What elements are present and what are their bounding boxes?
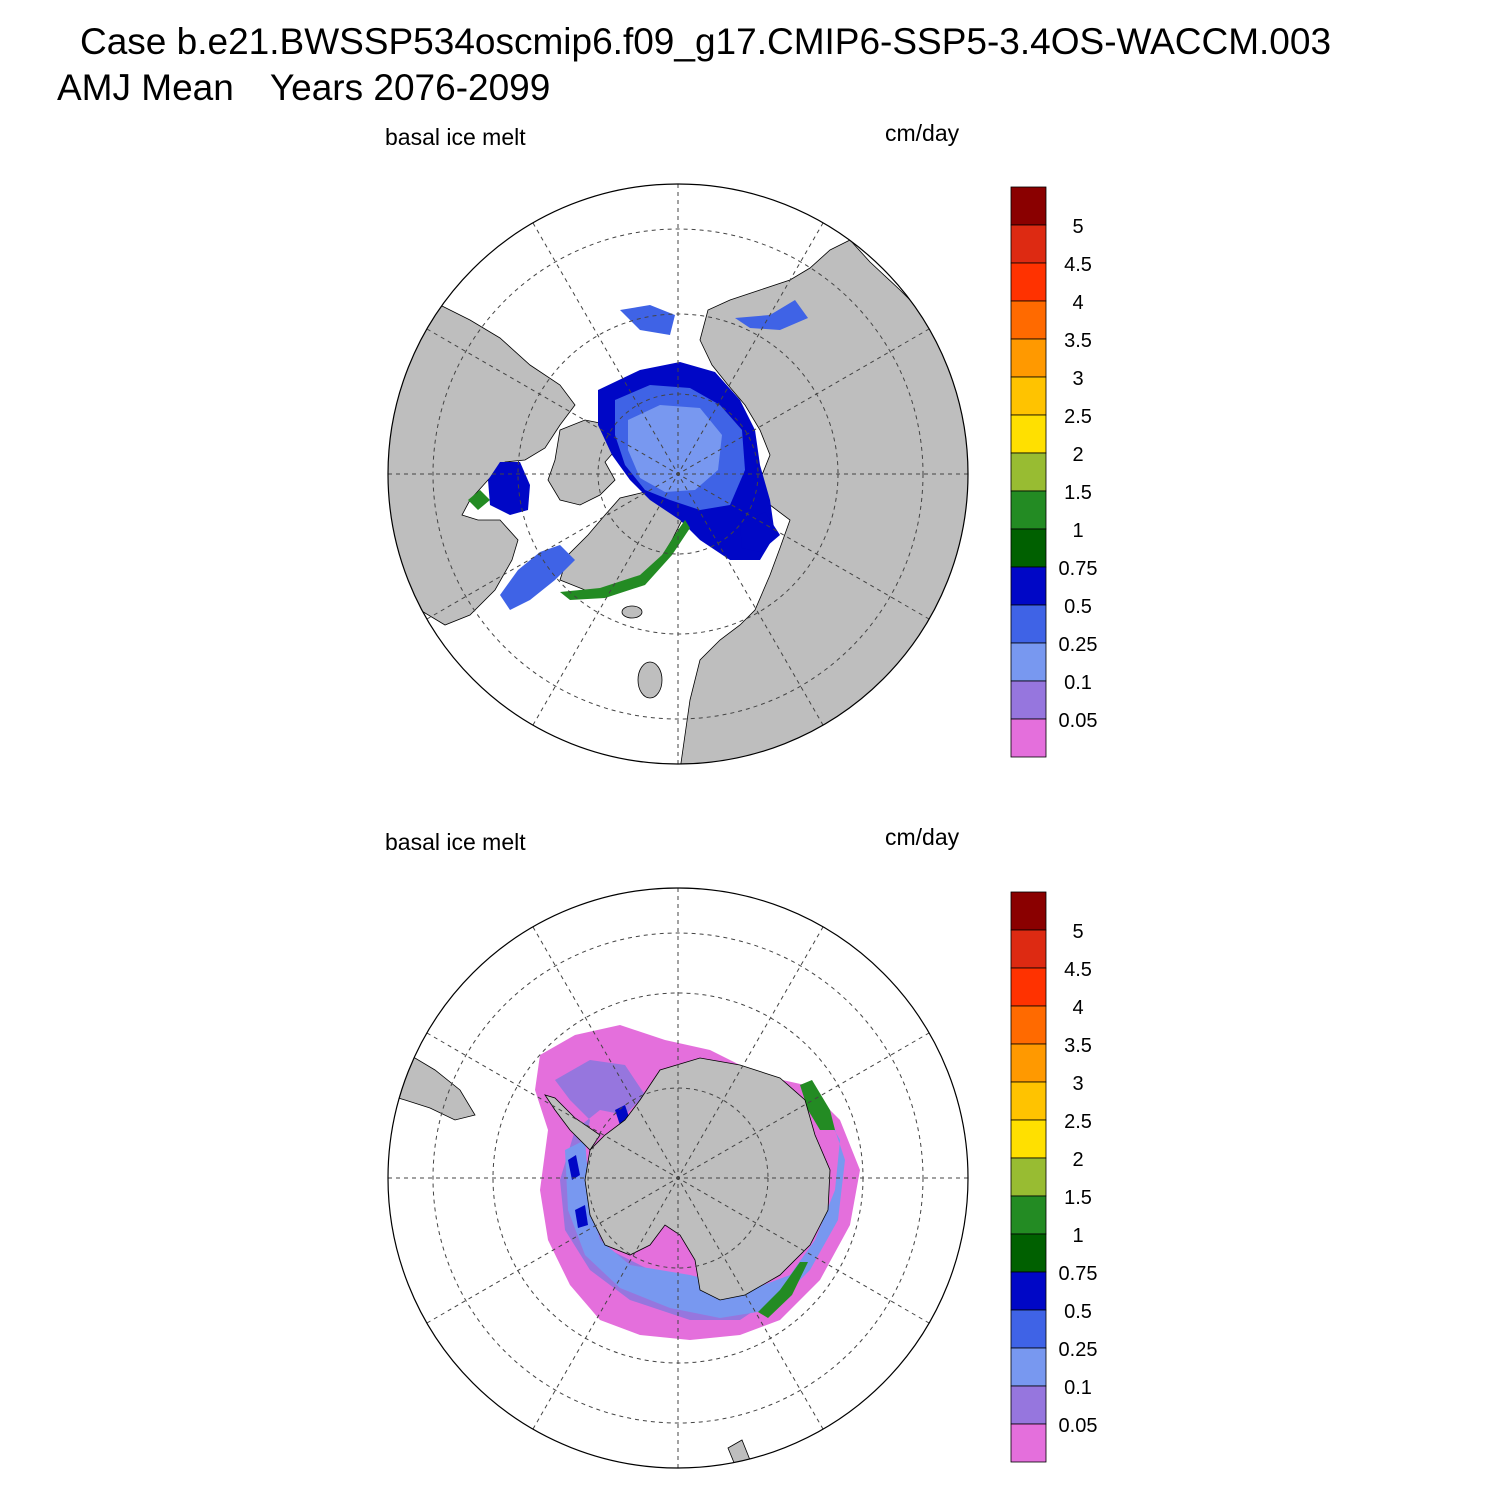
colorbar-swatch [1010, 490, 1047, 530]
colorbar-tick-label: 5 [1072, 216, 1083, 238]
iceland [621, 605, 643, 619]
colorbar-swatch [1010, 929, 1047, 969]
colorbar-tick-label: 2 [1072, 444, 1083, 466]
colorbar-swatch [1010, 1347, 1047, 1387]
colorbar-swatch [1010, 604, 1047, 644]
colorbar-tick-label: 1.5 [1064, 482, 1092, 504]
arctic-melt-inner [628, 405, 722, 492]
colorbar-swatch [1010, 1233, 1047, 1273]
season-label: AMJ Mean [57, 67, 234, 108]
colorbar-swatch [1010, 1385, 1047, 1425]
north-polar-map [387, 183, 969, 765]
colorbar-swatch [1010, 414, 1047, 454]
barents-melt [740, 512, 780, 552]
case-title: Case b.e21.BWSSP534oscmip6.f09_g17.CMIP6… [80, 21, 1332, 62]
north-graticule [388, 184, 968, 764]
south-colorbar: 5 4.5 4 3.5 3 2.5 2 1.5 1 0.75 0.5 0.25 0.1 0.05 [1010, 891, 1098, 1463]
colorbar-tick-label: 4.5 [1064, 959, 1092, 981]
south-variable-label: basal ice melt [385, 829, 526, 855]
colorbar-tick-label: 1.5 [1064, 1187, 1092, 1209]
colorbar-tick-label: 0.5 [1064, 596, 1092, 618]
colorbar-swatch [1010, 1081, 1047, 1121]
colorbar-swatch [1010, 718, 1047, 758]
colorbar-swatch [1010, 1043, 1047, 1083]
colorbar-tick-label: 0.25 [1059, 1339, 1098, 1361]
antarctica-landmass [584, 1057, 831, 1301]
colorbar-swatch [1010, 186, 1047, 226]
colorbar-tick-label: 2.5 [1064, 406, 1092, 428]
colorbar-swatch [1010, 642, 1047, 682]
baffin-melt [500, 545, 575, 610]
colorbar-tick-label: 0.5 [1064, 1301, 1092, 1323]
colorbar-tick-label: 0.75 [1059, 558, 1098, 580]
colorbar-tick-label: 0.05 [1059, 710, 1098, 732]
colorbar-swatch [1010, 376, 1047, 416]
south-units-label: cm/day [885, 824, 960, 850]
colorbar-tick-label: 0.1 [1064, 1377, 1092, 1399]
colorbar-tick-label: 0.1 [1064, 672, 1092, 694]
colorbar-swatch [1010, 262, 1047, 302]
colorbar-swatch [1010, 528, 1047, 568]
colorbar-tick-label: 5 [1072, 921, 1083, 943]
north-map-border [387, 183, 969, 765]
colorbar-tick-label: 2.5 [1064, 1111, 1092, 1133]
colorbar-tick-label: 3.5 [1064, 330, 1092, 352]
colorbar-swatch [1010, 967, 1047, 1007]
antarctic-peninsula [544, 1094, 601, 1151]
colorbar-tick-label: 1 [1072, 520, 1083, 542]
north-variable-label: basal ice melt [385, 124, 526, 150]
colorbar-tick-label: 4 [1072, 292, 1083, 314]
colorbar-tick-label: 4 [1072, 997, 1083, 1019]
colorbar-swatch [1010, 1119, 1047, 1159]
colorbar-swatch [1010, 1271, 1047, 1311]
bering-melt [620, 305, 675, 335]
north-units-label: cm/day [885, 120, 960, 146]
north-colorbar: 5 4.5 4 3.5 3 2.5 2 1.5 1 0.75 0.5 0.25 0.1 0.05 [1010, 186, 1098, 758]
hudson-bay-melt [488, 462, 530, 515]
colorbar-swatch [1010, 224, 1047, 264]
colorbar-tick-label: 0.75 [1059, 1263, 1098, 1285]
dark-blue-spots [568, 1105, 630, 1228]
south-polar-map [387, 887, 969, 1469]
season-title: AMJ Mean Years 2076-2099 [57, 68, 550, 108]
colorbar-swatch [1010, 1195, 1047, 1235]
colorbar-swatch [1010, 680, 1047, 720]
colorbar-tick-label: 1 [1072, 1225, 1083, 1247]
colorbar-tick-label: 2 [1072, 1149, 1083, 1171]
south-map-border [387, 887, 969, 1469]
colorbar-tick-label: 0.25 [1059, 634, 1098, 656]
colorbar-swatch [1010, 300, 1047, 340]
hudson-coast-green [468, 490, 490, 510]
colorbar-tick-label: 3 [1072, 368, 1083, 390]
colorbar-swatch [1010, 891, 1047, 931]
south-graticule [388, 888, 968, 1468]
ross-green-melt [758, 1262, 808, 1318]
colorbar-swatch [1010, 566, 1047, 606]
colorbar-swatch [1010, 1309, 1047, 1349]
colorbar-tick-label: 3 [1072, 1073, 1083, 1095]
colorbar-swatch [1010, 1005, 1047, 1045]
east-antarctic-green-melt [800, 1080, 835, 1130]
british-isles [637, 661, 663, 699]
colorbar-tick-label: 0.05 [1059, 1415, 1098, 1437]
colorbar-swatch [1010, 452, 1047, 492]
colorbar-swatch [1010, 1423, 1047, 1463]
greenland-coast-melt [560, 520, 690, 600]
years-label: Years 2076-2099 [269, 67, 551, 108]
colorbar-tick-label: 4.5 [1064, 254, 1092, 276]
colorbar-swatch [1010, 338, 1047, 378]
colorbar-swatch [1010, 1157, 1047, 1197]
okhotsk-melt [735, 300, 808, 330]
colorbar-tick-label: 3.5 [1064, 1035, 1092, 1057]
